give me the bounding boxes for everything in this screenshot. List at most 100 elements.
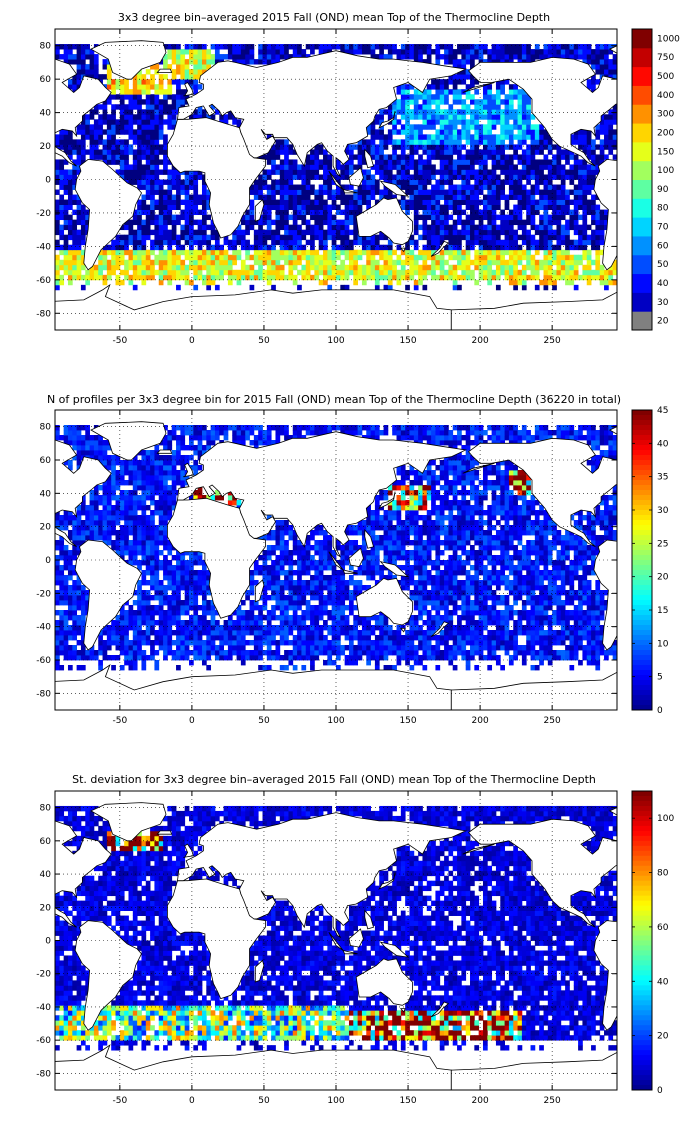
bin-cell bbox=[353, 214, 359, 221]
bin-cell bbox=[461, 189, 467, 195]
bin-cell bbox=[396, 269, 402, 276]
bin-cell bbox=[470, 194, 475, 200]
bin-cell bbox=[189, 194, 194, 200]
bin-cell bbox=[374, 199, 380, 205]
bin-cell bbox=[80, 144, 86, 150]
bin-cell bbox=[396, 645, 402, 651]
bin-cell bbox=[517, 49, 523, 55]
bin-cell bbox=[253, 219, 259, 226]
bin-cell bbox=[158, 189, 164, 195]
bin-cell bbox=[85, 269, 90, 276]
bin-cell bbox=[547, 234, 553, 241]
bin-cell bbox=[508, 645, 514, 651]
bin-cell bbox=[599, 64, 605, 70]
bin-cell bbox=[586, 149, 592, 155]
bin-cell bbox=[353, 259, 359, 266]
bin-cell bbox=[227, 109, 233, 115]
bin-cell bbox=[444, 59, 449, 65]
bin-cell bbox=[336, 184, 341, 190]
bin-cell bbox=[431, 139, 436, 145]
bin-cell bbox=[206, 625, 212, 631]
bin-cell bbox=[396, 129, 402, 135]
bin-cell bbox=[158, 244, 164, 251]
bin-cell bbox=[530, 625, 536, 631]
bin-cell bbox=[201, 49, 207, 55]
bin-cell bbox=[435, 84, 441, 90]
bin-cell bbox=[76, 249, 82, 256]
bin-cell bbox=[448, 199, 454, 205]
bin-cell bbox=[145, 640, 151, 646]
bin-cell bbox=[171, 179, 177, 185]
bin-cell bbox=[327, 645, 333, 651]
colorbar-swatch bbox=[632, 104, 652, 124]
bin-cell bbox=[444, 109, 449, 115]
bin-cell bbox=[141, 109, 147, 115]
bin-cell bbox=[482, 625, 488, 631]
bin-cell bbox=[573, 229, 579, 236]
bin-cell bbox=[284, 164, 289, 170]
bin-cell bbox=[266, 194, 272, 200]
bin-cell bbox=[400, 249, 406, 256]
bin-cell bbox=[504, 169, 510, 175]
bin-cell bbox=[171, 264, 177, 271]
bin-cell bbox=[457, 164, 462, 170]
bin-cell bbox=[526, 194, 531, 200]
bin-cell bbox=[145, 635, 151, 641]
bin-cell bbox=[275, 49, 281, 55]
bin-cell bbox=[189, 224, 194, 231]
bin-cell bbox=[262, 194, 268, 200]
bin-cell bbox=[85, 64, 90, 70]
bin-cell bbox=[344, 660, 350, 666]
bin-cell bbox=[530, 184, 536, 190]
bin-cell bbox=[197, 249, 203, 256]
bin-cell bbox=[530, 209, 536, 216]
bin-cell bbox=[318, 224, 324, 231]
bin-cell bbox=[305, 209, 311, 216]
bin-cell bbox=[547, 249, 553, 256]
colorbar-tick-label: 50 bbox=[657, 260, 669, 270]
bin-cell bbox=[327, 640, 333, 646]
colorbar-swatch bbox=[632, 123, 652, 143]
bin-cell bbox=[560, 214, 566, 221]
bin-cell bbox=[444, 224, 449, 231]
bin-cell bbox=[439, 154, 445, 160]
bin-cell bbox=[586, 615, 592, 621]
bin-cell bbox=[431, 209, 436, 216]
bin-cell bbox=[400, 640, 406, 646]
bin-cell bbox=[426, 164, 432, 170]
bin-cell bbox=[586, 249, 592, 256]
bin-cell bbox=[193, 239, 199, 246]
bin-cell bbox=[413, 144, 419, 150]
bin-cell bbox=[521, 169, 527, 175]
bin-cell bbox=[517, 204, 523, 210]
bin-cell bbox=[132, 665, 138, 671]
bin-cell bbox=[348, 164, 354, 170]
bin-cell bbox=[137, 184, 142, 190]
bin-cell bbox=[431, 79, 436, 85]
bin-cell bbox=[556, 159, 562, 165]
bin-cell bbox=[76, 84, 82, 90]
bin-cell bbox=[258, 194, 263, 200]
bin-cell bbox=[413, 164, 419, 170]
bin-cell bbox=[500, 214, 505, 221]
bin-cell bbox=[444, 610, 449, 616]
bin-cell bbox=[145, 610, 151, 616]
bin-cell bbox=[59, 144, 65, 150]
colorbar-swatch bbox=[632, 292, 652, 312]
bin-cell bbox=[67, 279, 73, 286]
bin-cell bbox=[67, 224, 73, 231]
bin-cell bbox=[240, 655, 246, 661]
bin-cell bbox=[452, 204, 458, 210]
bin-cell bbox=[439, 89, 445, 95]
bin-cell bbox=[539, 164, 544, 170]
bin-cell bbox=[115, 279, 121, 286]
bin-cell bbox=[132, 234, 138, 241]
bin-cell bbox=[387, 254, 393, 261]
bin-cell bbox=[236, 234, 242, 241]
bin-cell bbox=[534, 179, 540, 185]
bin-cell bbox=[357, 49, 363, 55]
bin-cell bbox=[63, 149, 69, 155]
bin-cell bbox=[556, 214, 562, 221]
bin-cell bbox=[556, 149, 562, 155]
bin-cell bbox=[145, 179, 151, 185]
